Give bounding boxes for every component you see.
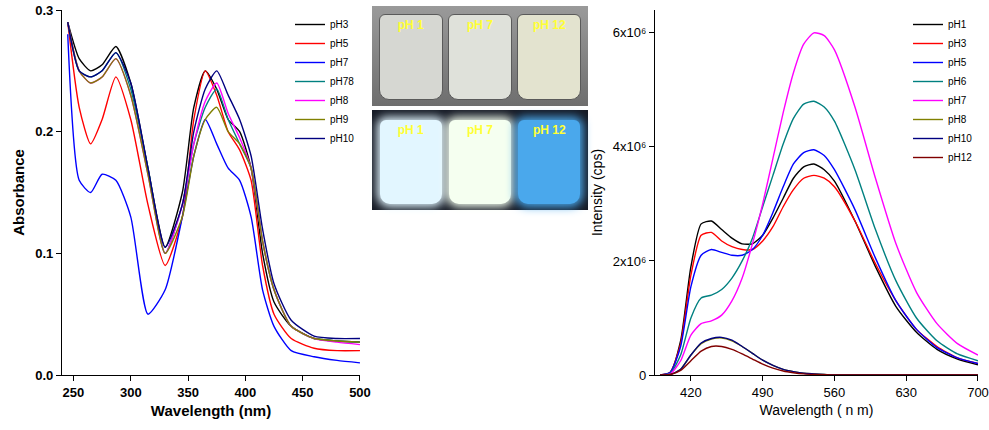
svg-text:Wavelength ( n m): Wavelength ( n m) [760, 402, 874, 418]
svg-text:pH7: pH7 [948, 95, 967, 106]
svg-text:700: 700 [967, 385, 989, 400]
svg-text:pH1: pH1 [948, 19, 967, 30]
svg-text:pH10: pH10 [948, 133, 972, 144]
svg-text:pH5: pH5 [330, 38, 349, 49]
svg-text:Wavelength (nm): Wavelength (nm) [151, 402, 271, 419]
svg-text:2x10⁶: 2x10⁶ [613, 253, 647, 268]
svg-text:pH9: pH9 [330, 114, 349, 125]
svg-text:490: 490 [752, 385, 774, 400]
svg-text:pH6: pH6 [948, 76, 967, 87]
svg-text:420: 420 [680, 385, 702, 400]
svg-text:0.0: 0.0 [35, 368, 53, 383]
svg-text:pH12: pH12 [948, 152, 972, 163]
html-text:pH 7: pH 7 [467, 18, 493, 32]
svg-text:pH5: pH5 [948, 57, 967, 68]
html-text:pH 12: pH 12 [533, 123, 566, 137]
svg-text:0.1: 0.1 [35, 246, 53, 261]
html-text:pH 1: pH 1 [397, 18, 424, 32]
svg-text:560: 560 [824, 385, 846, 400]
svg-text:4x10⁶: 4x10⁶ [613, 139, 647, 154]
svg-text:400: 400 [235, 385, 257, 400]
svg-text:pH8: pH8 [948, 114, 967, 125]
svg-text:250: 250 [63, 385, 85, 400]
svg-text:6x10⁶: 6x10⁶ [613, 25, 647, 40]
svg-text:0.2: 0.2 [35, 124, 53, 139]
svg-text:450: 450 [292, 385, 314, 400]
html-text:pH 12: pH 12 [533, 18, 566, 32]
svg-text:630: 630 [895, 385, 917, 400]
svg-text:pH8: pH8 [330, 95, 349, 106]
svg-text:Absorbance: Absorbance [10, 149, 27, 236]
svg-text:pH3: pH3 [948, 38, 967, 49]
svg-text:pH7: pH7 [330, 57, 349, 68]
html-text:pH 1: pH 1 [397, 123, 424, 137]
html-text:pH 7: pH 7 [467, 123, 493, 137]
svg-text:350: 350 [177, 385, 199, 400]
svg-text:pH78: pH78 [330, 76, 354, 87]
svg-text:500: 500 [349, 385, 371, 400]
svg-text:300: 300 [120, 385, 142, 400]
svg-text:pH3: pH3 [330, 19, 349, 30]
svg-text:0.3: 0.3 [35, 3, 53, 18]
svg-text:0: 0 [639, 368, 646, 383]
svg-text:pH10: pH10 [330, 133, 354, 144]
svg-text:Intensity (cps): Intensity (cps) [589, 149, 605, 236]
